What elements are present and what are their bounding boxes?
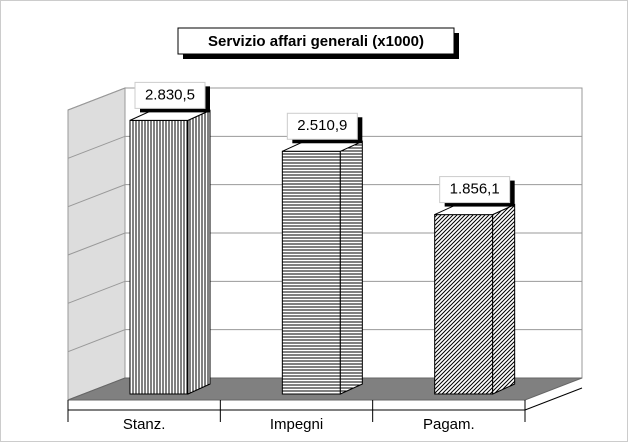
x-tick-label: Pagam. xyxy=(423,416,475,433)
bar-side xyxy=(339,140,363,395)
grid-line xyxy=(67,184,582,208)
grid-line xyxy=(67,135,582,159)
bar-side xyxy=(492,203,516,395)
grid-line xyxy=(67,87,582,111)
x-tick-label: Stanz. xyxy=(123,416,166,433)
value-label-box xyxy=(439,176,511,204)
bar-top xyxy=(434,204,515,216)
value-label-box xyxy=(286,112,358,140)
grid-line xyxy=(67,280,582,304)
bar-side xyxy=(187,109,211,395)
value-label: 2.510,9 xyxy=(297,117,347,134)
x-axis-depth xyxy=(524,387,583,411)
title-box xyxy=(177,27,455,55)
bar xyxy=(129,119,189,395)
grid-line xyxy=(67,329,582,353)
bar xyxy=(281,150,341,395)
bar xyxy=(434,214,494,395)
x-tick-label: Impegni xyxy=(270,416,323,433)
grid-line xyxy=(67,232,582,256)
value-label-box xyxy=(134,81,206,109)
value-label: 1.856,1 xyxy=(450,181,500,198)
chart-title: Servizio affari generali (x1000) xyxy=(208,33,424,50)
value-label: 2.830,5 xyxy=(145,86,195,103)
